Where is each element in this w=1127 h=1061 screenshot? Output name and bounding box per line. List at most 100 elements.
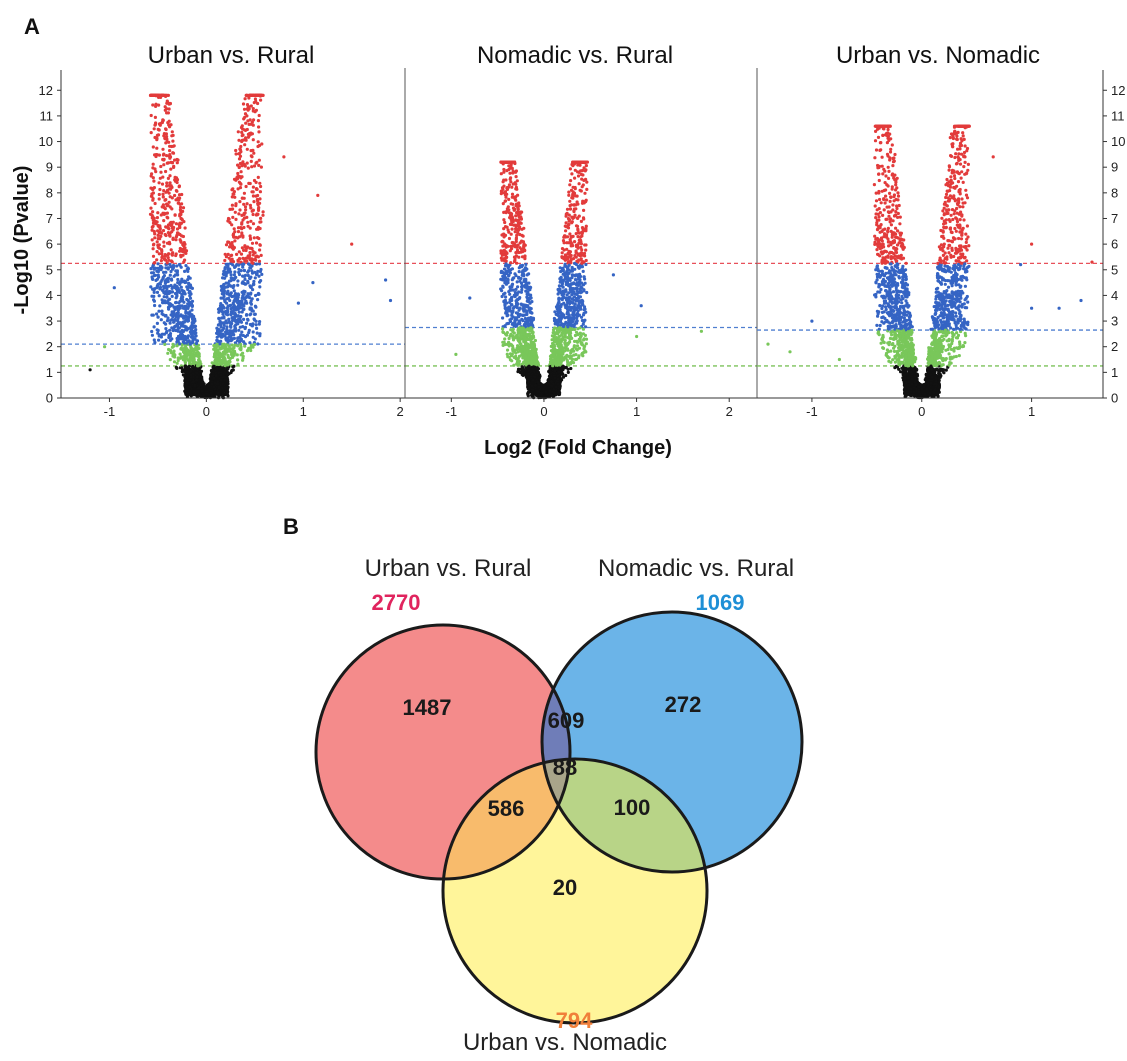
data-point bbox=[179, 210, 183, 214]
data-point bbox=[255, 326, 259, 330]
data-point bbox=[151, 224, 155, 228]
data-point bbox=[501, 180, 505, 184]
data-point bbox=[185, 285, 189, 289]
data-point bbox=[241, 218, 245, 222]
data-point bbox=[236, 230, 241, 234]
data-point bbox=[499, 249, 503, 253]
data-point bbox=[197, 363, 201, 367]
data-point bbox=[514, 214, 518, 218]
data-point bbox=[227, 344, 231, 349]
data-point bbox=[582, 208, 586, 212]
data-point bbox=[238, 148, 242, 152]
data-point bbox=[221, 305, 226, 309]
data-point bbox=[244, 138, 248, 142]
data-point bbox=[237, 317, 241, 321]
data-point bbox=[153, 266, 157, 270]
data-point bbox=[215, 342, 219, 346]
data-point bbox=[261, 213, 265, 217]
data-point bbox=[243, 244, 247, 248]
data-point bbox=[165, 93, 169, 97]
data-point bbox=[157, 252, 161, 256]
data-point bbox=[168, 358, 172, 362]
data-point bbox=[168, 102, 172, 106]
data-point bbox=[249, 306, 253, 310]
data-point bbox=[222, 343, 226, 347]
data-point bbox=[583, 169, 587, 173]
data-point bbox=[162, 244, 166, 248]
data-point bbox=[243, 143, 247, 147]
data-point bbox=[222, 375, 226, 379]
data-point bbox=[225, 392, 229, 396]
data-point bbox=[174, 222, 178, 226]
data-point bbox=[499, 172, 503, 176]
data-point bbox=[156, 331, 160, 335]
data-point bbox=[179, 334, 183, 338]
data-point bbox=[155, 93, 159, 97]
data-point bbox=[252, 178, 257, 183]
data-point bbox=[194, 341, 199, 346]
data-point bbox=[241, 160, 245, 164]
data-point bbox=[149, 285, 153, 289]
data-point bbox=[228, 207, 232, 211]
data-point bbox=[159, 318, 163, 322]
data-point bbox=[242, 292, 246, 296]
data-point bbox=[165, 241, 170, 245]
data-point bbox=[223, 351, 227, 355]
data-point bbox=[225, 379, 229, 383]
data-point bbox=[226, 332, 230, 336]
data-point bbox=[154, 278, 158, 282]
y-tick-label: 7 bbox=[46, 211, 53, 226]
data-point bbox=[260, 272, 264, 276]
data-point bbox=[170, 253, 174, 257]
data-point bbox=[167, 290, 171, 294]
data-point bbox=[236, 336, 240, 340]
y-tick-label: 1 bbox=[46, 365, 53, 380]
data-point bbox=[153, 340, 157, 345]
data-point bbox=[237, 157, 242, 161]
data-point bbox=[524, 262, 528, 266]
data-point bbox=[168, 348, 172, 352]
data-point bbox=[505, 333, 509, 337]
data-point bbox=[174, 238, 178, 242]
data-point bbox=[254, 323, 258, 327]
data-point bbox=[240, 231, 244, 235]
data-point bbox=[161, 276, 165, 280]
data-point bbox=[169, 283, 173, 288]
data-point bbox=[152, 242, 156, 246]
data-point bbox=[168, 222, 172, 226]
data-point bbox=[236, 259, 240, 263]
data-point bbox=[243, 277, 247, 281]
data-point bbox=[582, 337, 586, 341]
data-point bbox=[238, 200, 242, 204]
data-point bbox=[189, 332, 194, 336]
data-point bbox=[184, 280, 188, 284]
data-point bbox=[158, 176, 162, 180]
data-point bbox=[251, 288, 255, 292]
data-point bbox=[576, 235, 580, 239]
y-tick-label: 4 bbox=[46, 288, 53, 303]
data-point bbox=[239, 333, 243, 337]
data-point bbox=[246, 293, 250, 297]
data-point bbox=[195, 375, 199, 379]
data-point bbox=[170, 286, 174, 290]
data-point bbox=[256, 208, 261, 212]
data-point bbox=[178, 342, 182, 346]
data-point bbox=[153, 303, 157, 308]
data-point bbox=[243, 115, 247, 119]
data-point bbox=[167, 140, 171, 144]
data-point bbox=[151, 166, 155, 170]
data-point bbox=[151, 313, 155, 317]
y-tick-label: 11 bbox=[40, 108, 54, 123]
data-point bbox=[221, 356, 225, 360]
data-point bbox=[522, 226, 526, 230]
data-point bbox=[578, 295, 583, 299]
data-point bbox=[233, 343, 237, 347]
data-point bbox=[173, 308, 177, 312]
data-point bbox=[258, 280, 262, 284]
panel-label-a: A bbox=[24, 14, 40, 39]
data-point bbox=[257, 206, 261, 210]
data-point bbox=[194, 378, 199, 382]
data-point bbox=[248, 276, 252, 281]
data-point bbox=[160, 231, 164, 235]
